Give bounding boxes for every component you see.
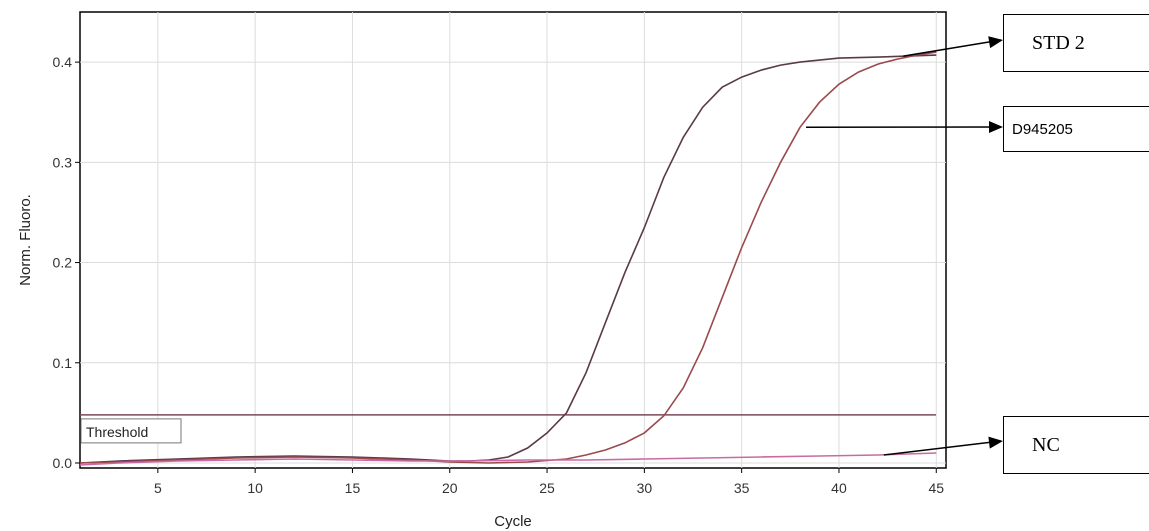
callout-nc: NC: [1003, 416, 1149, 474]
y-axis-ticks: 0.0 0.1 0.2 0.3 0.4: [53, 54, 80, 471]
x-tick-label: 10: [247, 480, 263, 496]
x-tick-label: 5: [154, 480, 162, 496]
callout-d945205: D945205: [1003, 106, 1149, 152]
x-tick-label: 15: [345, 480, 361, 496]
series-lines: [79, 51, 937, 466]
y-tick-label: 0.1: [53, 355, 73, 371]
plot-area-frame: [79, 11, 947, 469]
series-line-nc: [79, 452, 937, 466]
callout-arrow-line: [903, 39, 1002, 57]
x-axis-ticks: 5 10 15 20 25 30 35 40 45: [154, 468, 944, 496]
threshold-label-box: [80, 418, 182, 444]
threshold-label: Threshold: [86, 424, 148, 440]
x-axis-title: Cycle: [494, 513, 532, 530]
callout-d945205-label: D945205: [1012, 120, 1073, 138]
x-tick-label: 25: [539, 480, 555, 496]
callout-arrow-head: [988, 36, 1003, 49]
y-axis-title: Norm. Fluoro.: [17, 194, 34, 286]
y-tick-label: 0.3: [53, 154, 73, 170]
callout-std2: STD 2: [1003, 14, 1149, 72]
x-tick-label: 30: [637, 480, 653, 496]
x-tick-label: 40: [831, 480, 847, 496]
x-tick-label: 35: [734, 480, 750, 496]
callout-std2-label: STD 2: [1032, 31, 1085, 54]
callout-nc-label: NC: [1032, 433, 1060, 456]
y-tick-label: 0.4: [53, 54, 73, 70]
y-tick-label: 0.2: [53, 255, 73, 271]
callout-arrow-head: [988, 436, 1003, 449]
y-tick-label: 0.0: [53, 455, 73, 471]
callout-arrows: [806, 36, 1003, 456]
x-tick-label: 20: [442, 480, 458, 496]
threshold-group: Threshold: [80, 414, 936, 444]
x-tick-label: 45: [928, 480, 944, 496]
series-line-std-2: [79, 54, 937, 464]
series-line-d945205: [79, 51, 937, 464]
callout-arrow-head: [988, 121, 1003, 134]
callout-arrow-line: [883, 440, 1002, 456]
